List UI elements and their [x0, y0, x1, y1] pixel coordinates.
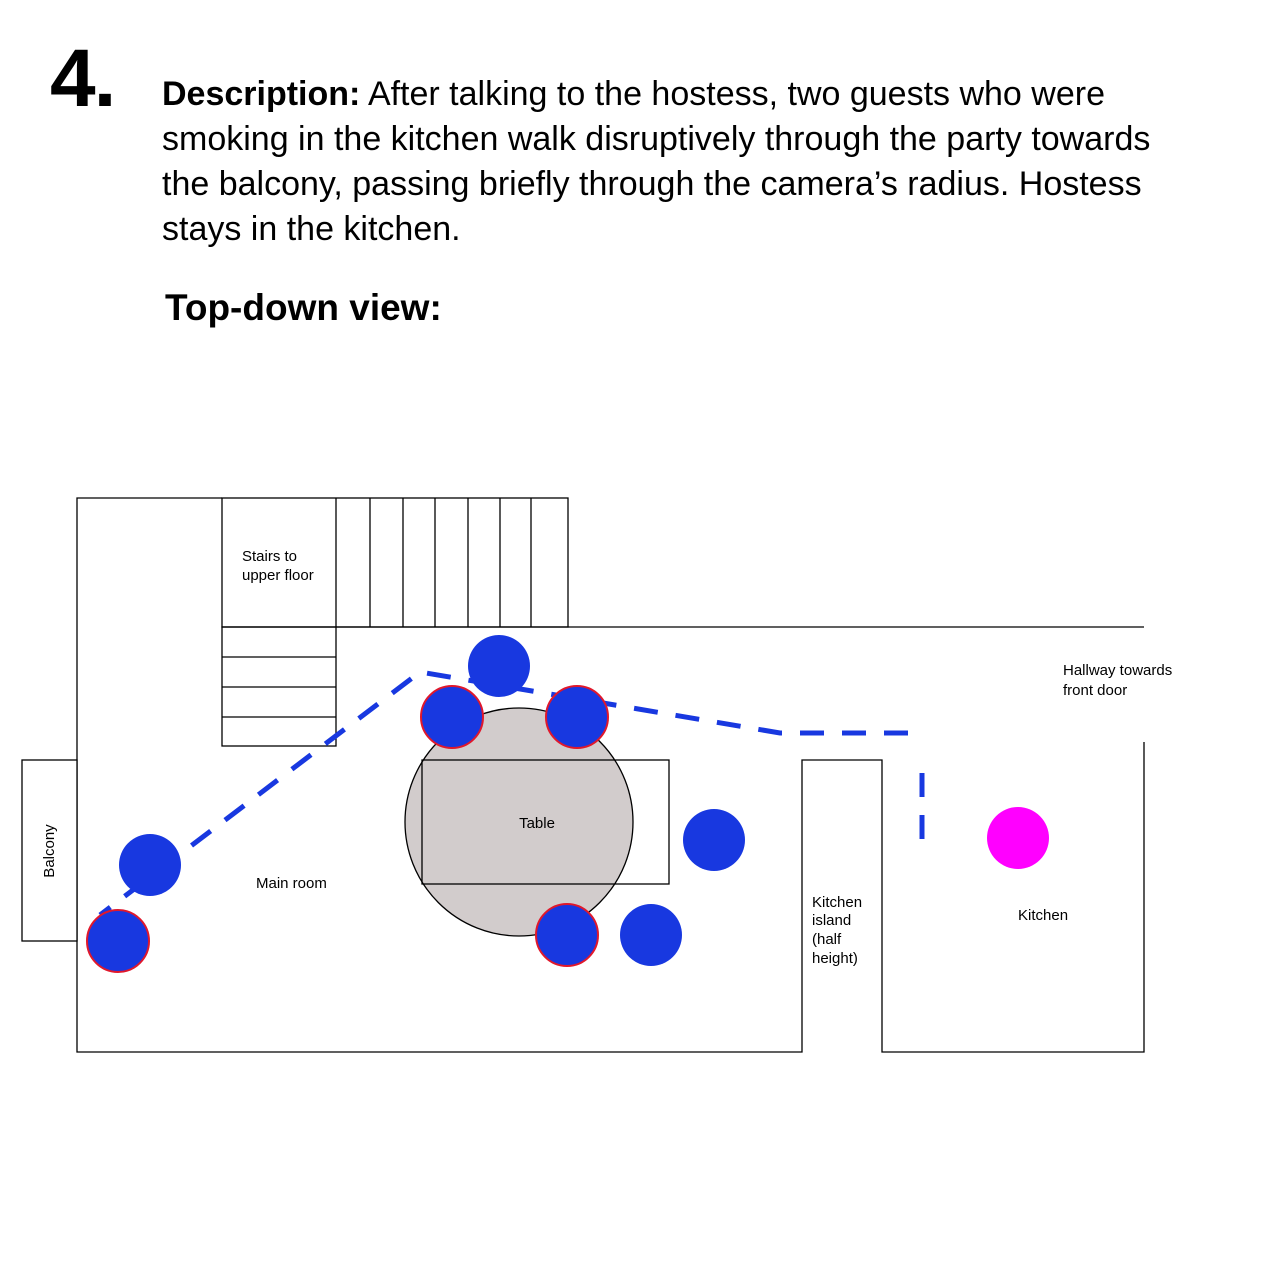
description-text: After talking to the hostess, two guests… — [162, 75, 1151, 248]
kitchen-island-label-line3: (half — [812, 931, 842, 948]
round-table — [404, 707, 634, 937]
hallway-label-line1: Hallway towards — [1063, 662, 1172, 679]
kitchen-island-label-line2: island — [812, 912, 851, 929]
stairs-label-line1: Stairs to — [242, 548, 297, 565]
description: Description: After talking to the hostes… — [162, 72, 1162, 252]
outlined-guest — [86, 909, 150, 973]
outlined-guest — [535, 903, 599, 967]
kitchen-label: Kitchen — [1018, 907, 1068, 924]
guest — [468, 635, 530, 697]
top-down-view-heading: Top-down view: — [165, 287, 442, 328]
outlined-guests — [86, 685, 609, 973]
balcony-label: Balcony — [41, 824, 58, 878]
hallway-label-line2: front door — [1063, 682, 1127, 699]
description-label: Description: — [162, 75, 361, 113]
hostess — [987, 807, 1049, 869]
main-room-label: Main room — [256, 875, 327, 892]
guest — [620, 904, 682, 966]
kitchen-island-label-line1: Kitchen — [812, 894, 862, 911]
table-label: Table — [519, 815, 555, 832]
stairs — [221, 497, 569, 747]
table-rectangle — [421, 759, 670, 885]
outlined-guest — [420, 685, 484, 749]
guests — [119, 635, 745, 966]
guest — [683, 809, 745, 871]
balcony — [21, 759, 78, 942]
stairs-label-line2: upper floor — [242, 567, 314, 584]
guest — [119, 834, 181, 896]
kitchen-island-label-line4: height) — [812, 950, 858, 967]
step-number: 4. — [50, 33, 116, 124]
outlined-guest — [545, 685, 609, 749]
